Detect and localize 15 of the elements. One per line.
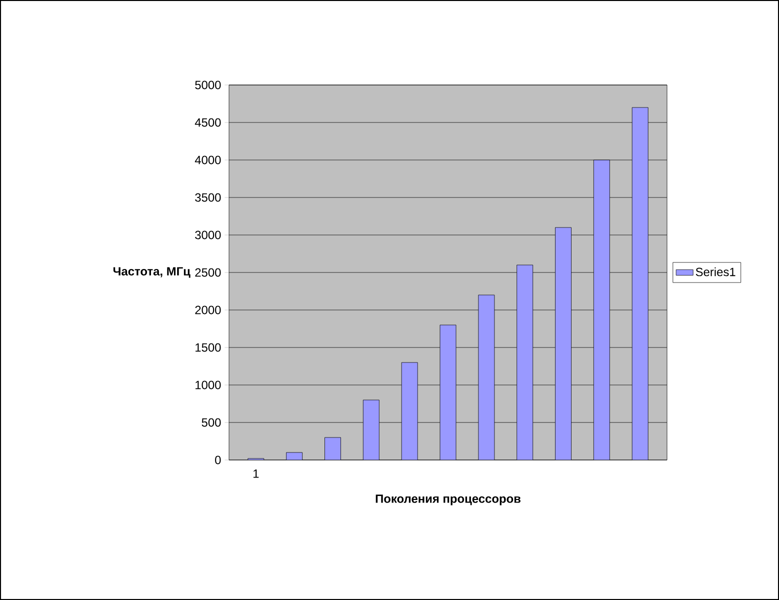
legend-label: Series1: [696, 267, 736, 276]
y-tick-label: 1000: [196, 380, 221, 390]
x-tick-label: 1: [253, 470, 259, 478]
y-tick-label: 4500: [194, 118, 221, 127]
y-tick-label: 0: [215, 456, 221, 464]
y-tick-label: 1500: [196, 343, 221, 352]
y-tick-label: 3000: [195, 230, 221, 240]
y-tick-label: 3500: [195, 193, 221, 202]
y-tick-label: 5000: [195, 80, 221, 90]
y-tick-label: 4000: [194, 156, 221, 164]
y-tick-label: 2000: [195, 306, 221, 314]
y-tick-label: 500: [202, 418, 221, 427]
y-tick-label: 2500: [195, 268, 221, 277]
x-axis-title: Поколения процессоров: [376, 494, 520, 506]
y-axis-title: Частота, МГц: [113, 267, 190, 278]
